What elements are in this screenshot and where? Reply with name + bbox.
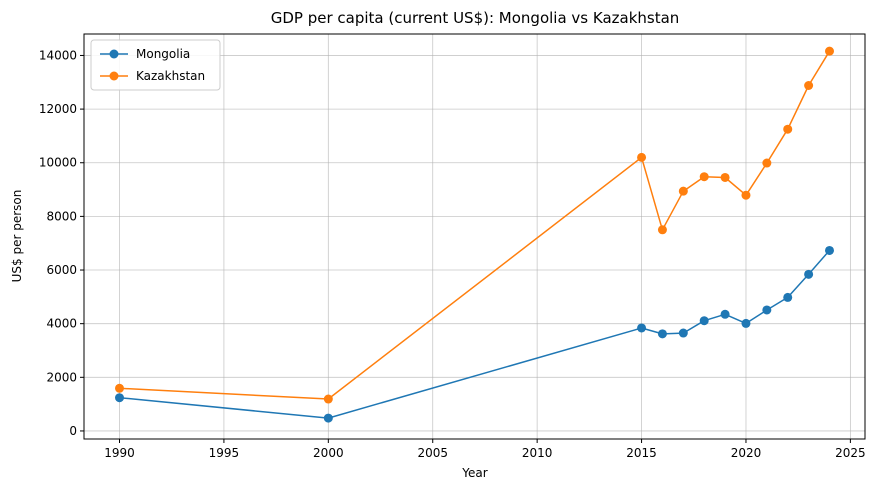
data-point-mongolia xyxy=(678,328,688,338)
series-kazakhstan xyxy=(115,46,834,404)
data-point-mongolia xyxy=(323,413,333,423)
data-point-kazakhstan xyxy=(699,172,709,182)
data-point-kazakhstan xyxy=(657,225,667,235)
data-point-mongolia xyxy=(825,245,834,255)
data-point-kazakhstan xyxy=(825,46,834,56)
y-tick-label: 0 xyxy=(69,424,77,438)
y-tick-label: 10000 xyxy=(39,156,77,170)
data-point-mongolia xyxy=(762,305,772,315)
x-tick-label: 2020 xyxy=(731,446,762,460)
data-point-kazakhstan xyxy=(637,152,647,162)
data-point-kazakhstan xyxy=(720,172,730,182)
grid-lines xyxy=(84,34,865,439)
plot-frame xyxy=(83,33,866,440)
x-tick-label: 2000 xyxy=(313,446,344,460)
y-tick-label: 6000 xyxy=(46,263,77,277)
series-line-kazakhstan xyxy=(119,50,831,400)
series-line-mongolia xyxy=(119,249,831,419)
series-mongolia xyxy=(115,245,834,423)
legend-label-mongolia: Mongolia xyxy=(136,47,190,61)
data-point-kazakhstan xyxy=(115,383,124,393)
x-tick-label: 2015 xyxy=(626,446,657,460)
data-point-mongolia xyxy=(657,329,667,339)
data-point-kazakhstan xyxy=(678,186,688,196)
data-point-kazakhstan xyxy=(804,80,814,90)
data-point-mongolia xyxy=(699,316,709,326)
data-point-mongolia xyxy=(637,323,647,333)
data-point-kazakhstan xyxy=(762,158,772,168)
x-tick-label: 2005 xyxy=(417,446,448,460)
data-point-mongolia xyxy=(720,309,730,319)
x-tick-label: 2010 xyxy=(522,446,553,460)
legend-label-kazakhstan: Kazakhstan xyxy=(136,69,205,83)
data-point-mongolia xyxy=(741,318,751,328)
data-point-mongolia xyxy=(115,393,124,403)
chart-title: GDP per capita (current US$): Mongolia v… xyxy=(271,9,680,27)
y-axis-title: US$ per person xyxy=(10,190,24,283)
legend-box xyxy=(90,39,221,91)
y-tick-label: 14000 xyxy=(39,48,77,62)
x-tick-label: 1995 xyxy=(209,446,240,460)
data-point-mongolia xyxy=(804,269,814,279)
y-tick-label: 12000 xyxy=(39,102,77,116)
legend-marker-kazakhstan xyxy=(109,71,119,81)
x-tick-label: 1990 xyxy=(104,446,135,460)
y-tick-label: 8000 xyxy=(46,209,77,223)
y-tick-label: 2000 xyxy=(46,370,77,384)
x-axis-title: Year xyxy=(461,466,487,480)
data-point-kazakhstan xyxy=(741,190,751,200)
data-point-kazakhstan xyxy=(323,394,333,404)
axis-ticks: 1990 1995 2000 2005 2010 2015 2020 2025 0 2000 400… xyxy=(39,48,866,460)
series-layer xyxy=(115,46,834,423)
legend: Mongolia Kazakhstan xyxy=(90,39,221,91)
y-tick-label: 4000 xyxy=(46,317,77,331)
data-point-mongolia xyxy=(783,292,793,302)
legend-marker-mongolia xyxy=(109,49,119,59)
data-point-kazakhstan xyxy=(783,124,793,134)
x-tick-label: 2025 xyxy=(835,446,866,460)
